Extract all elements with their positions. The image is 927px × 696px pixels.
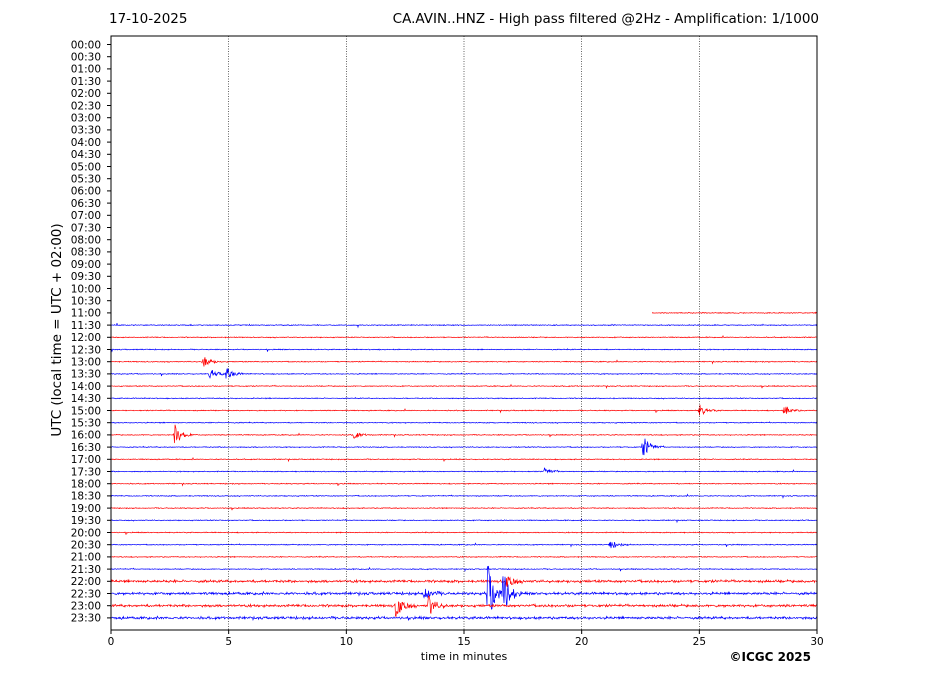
y-tick-label: 10:30 xyxy=(71,296,101,308)
x-axis-ticks: 0 5 10 15 20 25 30 xyxy=(108,630,824,648)
y-tick-label: 00:30 xyxy=(71,52,101,64)
y-tick-label: 14:00 xyxy=(71,381,101,393)
y-tick-label: 11:30 xyxy=(71,320,101,332)
trace-row-1900 xyxy=(110,506,818,511)
trace-row-1930 xyxy=(110,517,818,524)
y-tick-label: 14:30 xyxy=(71,393,101,405)
y-tick-label: 06:00 xyxy=(71,186,101,198)
x-tick-label: 0 xyxy=(108,636,115,648)
chart-title: CA.AVIN..HNZ - High pass filtered @2Hz -… xyxy=(392,11,819,27)
y-tick-label: 16:30 xyxy=(71,442,101,454)
y-tick-label: 15:00 xyxy=(71,405,101,417)
y-tick-label: 02:00 xyxy=(71,88,101,100)
trace-row-1530 xyxy=(110,421,818,424)
y-tick-label: 13:30 xyxy=(71,369,101,381)
y-tick-label: 19:30 xyxy=(71,515,101,527)
y-tick-label: 08:30 xyxy=(71,247,101,259)
x-tick-label: 20 xyxy=(575,636,588,648)
trace-row-1100 xyxy=(651,311,817,315)
y-tick-label: 04:00 xyxy=(71,137,101,149)
y-tick-label: 03:00 xyxy=(71,113,101,125)
y-tick-label: 20:00 xyxy=(71,527,101,539)
trace-row-1200 xyxy=(110,334,818,339)
trace-row-2330 xyxy=(110,615,818,621)
x-tick-label: 10 xyxy=(340,636,353,648)
trace-row-2230 xyxy=(110,565,818,610)
y-tick-label: 09:30 xyxy=(71,271,101,283)
y-tick-label: 05:30 xyxy=(71,174,101,186)
date-label: 17-10-2025 xyxy=(109,11,188,27)
trace-row-1700 xyxy=(110,456,818,463)
y-tick-label: 07:30 xyxy=(71,222,101,234)
y-tick-label: 12:00 xyxy=(71,332,101,344)
y-tick-label: 01:30 xyxy=(71,76,101,88)
y-tick-label: 13:00 xyxy=(71,357,101,369)
y-tick-label: 10:00 xyxy=(71,283,101,295)
y-tick-label: 07:00 xyxy=(71,210,101,222)
y-tick-label: 17:30 xyxy=(71,466,101,478)
y-tick-label: 21:00 xyxy=(71,552,101,564)
copyright-label: ©ICGC 2025 xyxy=(729,650,811,664)
y-axis-ticks: 00:0000:3001:0001:3002:0002:3003:0003:30… xyxy=(71,39,111,625)
y-tick-label: 23:00 xyxy=(71,601,101,613)
y-tick-label: 15:30 xyxy=(71,418,101,430)
trace-row-1600 xyxy=(110,424,818,444)
y-tick-label: 05:00 xyxy=(71,161,101,173)
x-axis-label: time in minutes xyxy=(420,650,508,663)
y-tick-label: 22:00 xyxy=(71,576,101,588)
x-tick-label: 15 xyxy=(457,636,470,648)
plot-frame xyxy=(110,35,818,631)
y-tick-label: 18:30 xyxy=(71,491,101,503)
y-tick-label: 09:00 xyxy=(71,259,101,271)
x-tick-label: 25 xyxy=(693,636,706,648)
y-tick-label: 02:30 xyxy=(71,100,101,112)
x-tick-label: 30 xyxy=(810,636,823,648)
y-tick-label: 12:30 xyxy=(71,344,101,356)
y-tick-label: 18:00 xyxy=(71,479,101,491)
y-tick-label: 19:00 xyxy=(71,503,101,515)
y-tick-label: 04:30 xyxy=(71,149,101,161)
trace-row-1430 xyxy=(110,396,818,400)
trace-row-2000 xyxy=(110,531,818,535)
vertical-gridlines xyxy=(228,36,700,630)
y-tick-label: 22:30 xyxy=(71,588,101,600)
y-tick-label: 08:00 xyxy=(71,235,101,247)
y-tick-label: 01:00 xyxy=(71,64,101,76)
y-tick-label: 23:30 xyxy=(71,613,101,625)
y-tick-label: 16:00 xyxy=(71,430,101,442)
y-tick-label: 21:30 xyxy=(71,564,101,576)
trace-row-1130 xyxy=(110,323,818,329)
y-tick-label: 06:30 xyxy=(71,198,101,210)
trace-row-1500 xyxy=(110,404,818,416)
y-axis-label: UTC (local time = UTC + 02:00) xyxy=(49,223,65,437)
y-tick-label: 11:00 xyxy=(71,308,101,320)
y-tick-label: 00:00 xyxy=(71,39,101,51)
x-tick-label: 5 xyxy=(225,636,232,648)
trace-row-2030 xyxy=(110,541,818,549)
y-tick-label: 17:00 xyxy=(71,454,101,466)
y-tick-label: 03:30 xyxy=(71,125,101,137)
y-tick-label: 20:30 xyxy=(71,540,101,552)
